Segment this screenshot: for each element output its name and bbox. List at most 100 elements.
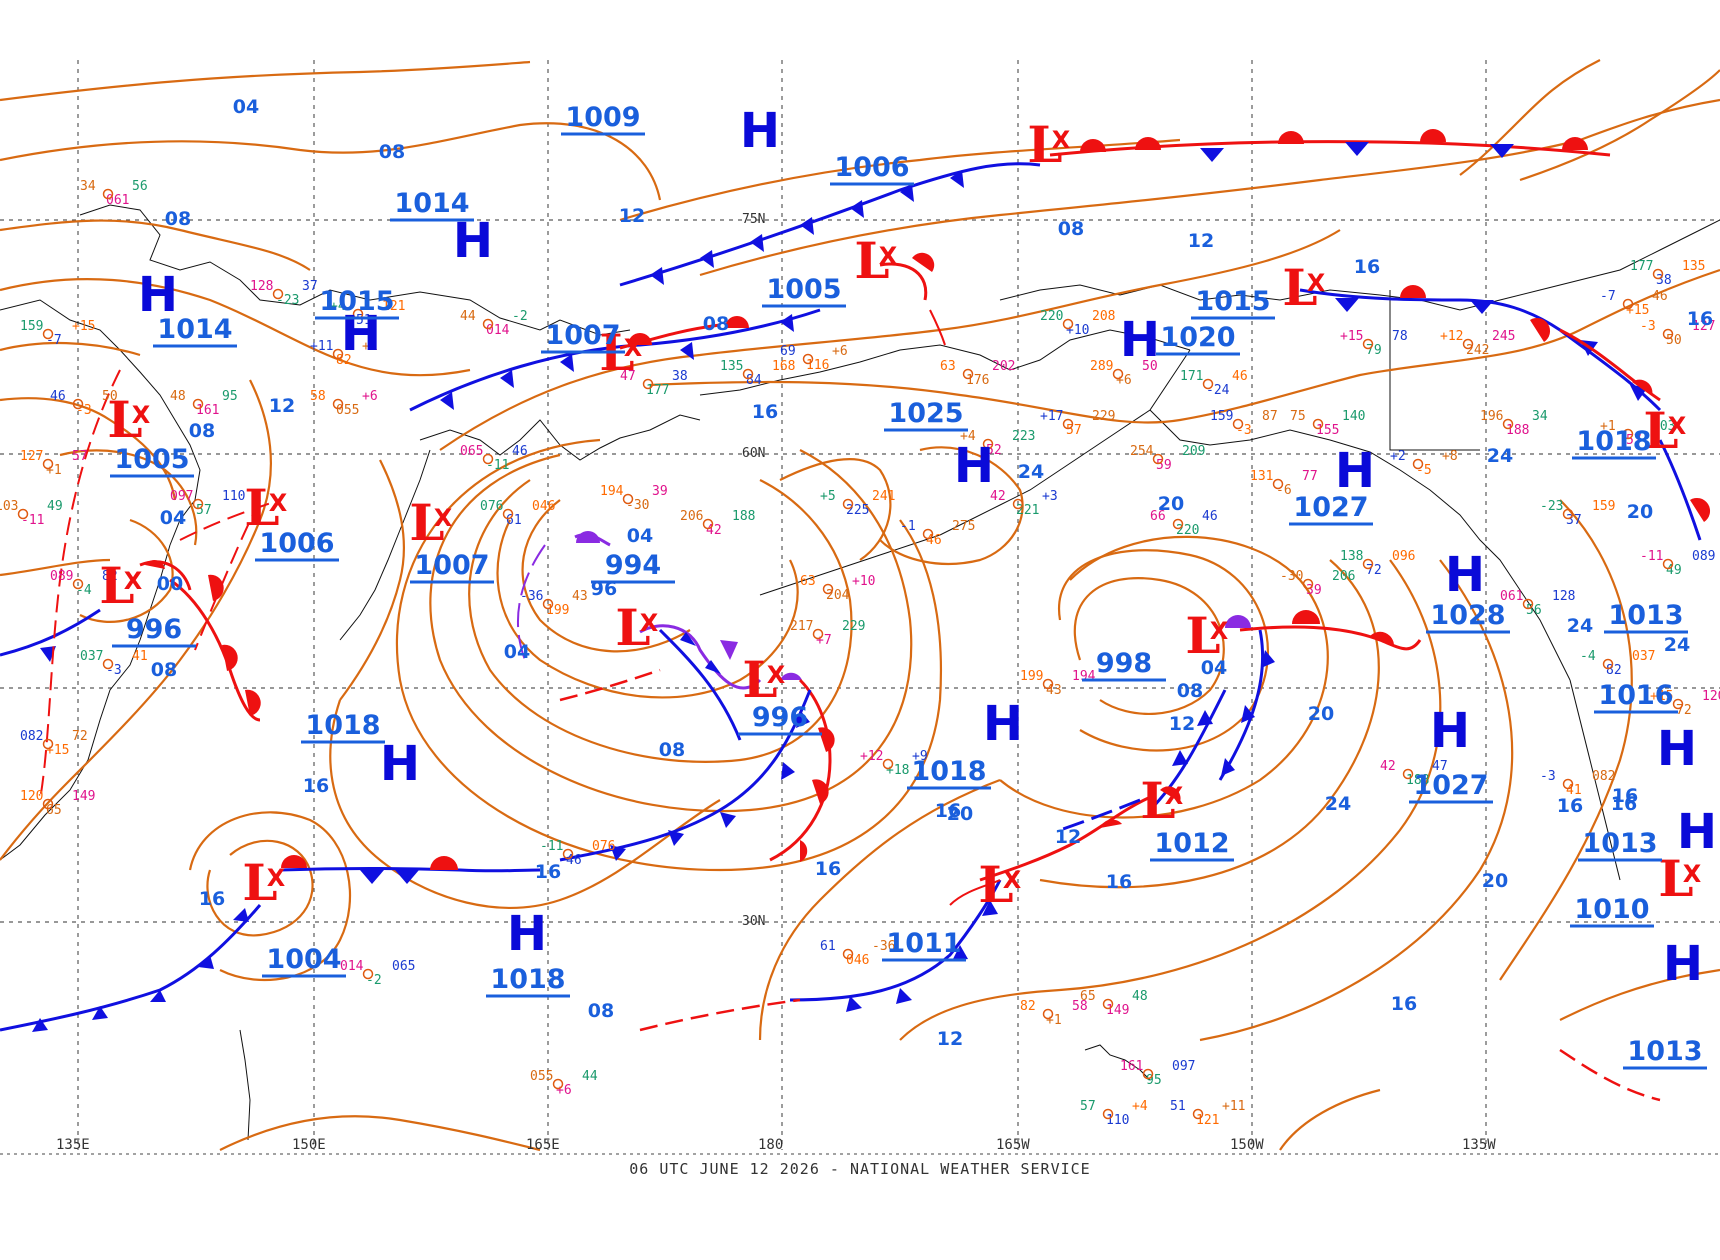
station-reading: 120 <box>1702 689 1720 704</box>
station-marker <box>702 518 714 530</box>
central-pressure-label: 1012 <box>1154 828 1229 859</box>
central-pressure-label: 1007 <box>545 320 620 351</box>
station-marker <box>1562 778 1574 790</box>
station-reading: 44 <box>582 1069 598 1084</box>
station-marker <box>502 508 514 520</box>
low-center-marker: X <box>879 242 898 270</box>
station-marker <box>42 738 54 750</box>
isobar-label: 16 <box>1611 793 1637 815</box>
low-center-marker: X <box>1683 860 1702 888</box>
central-pressure-label: 1013 <box>1608 600 1683 631</box>
station-reading: -4 <box>1580 649 1596 664</box>
low-pressure-center: L <box>242 853 277 912</box>
station-reading: 155 <box>1316 423 1339 438</box>
station-reading: 42 <box>706 523 722 538</box>
station-reading: +10 <box>1066 323 1089 338</box>
station-reading: 44 <box>460 309 476 324</box>
station-reading: 097 <box>170 489 193 504</box>
low-center-marker: X <box>1052 126 1071 154</box>
station-marker <box>42 798 54 810</box>
high-pressure-center: H <box>453 213 493 269</box>
central-pressure-label: 1005 <box>114 444 189 475</box>
station-reading: 159 <box>20 319 43 334</box>
lat-label: 30N <box>742 914 765 929</box>
station-reading: 46 <box>50 389 66 404</box>
station-reading: +4 <box>960 429 976 444</box>
station-reading: 138 <box>1340 549 1363 564</box>
station-reading: 46 <box>1202 509 1218 524</box>
station-reading: 39 <box>652 484 668 499</box>
isobar-label: 16 <box>1106 871 1132 893</box>
station-reading: 50 <box>1142 359 1158 374</box>
central-pressure-label: 1014 <box>394 188 469 219</box>
station-reading: 082 <box>1592 769 1615 784</box>
lon-label: 135E <box>56 1137 90 1153</box>
station-reading: 188 <box>1506 423 1529 438</box>
isobar-label: 24 <box>1487 445 1513 467</box>
station-reading: 055 <box>530 1069 553 1084</box>
station-reading: 241 <box>872 489 895 504</box>
station-reading: 38 <box>672 369 688 384</box>
isobar-label: 08 <box>588 1000 614 1022</box>
station-marker <box>562 848 574 860</box>
station-reading: 120 <box>20 789 43 804</box>
isobar-label: 08 <box>1058 218 1084 240</box>
lon-label: 180 <box>758 1137 783 1153</box>
station-marker <box>42 328 54 340</box>
station-marker <box>1142 1068 1154 1080</box>
station-reading: +9 <box>912 749 928 764</box>
station-reading: 202 <box>992 359 1015 374</box>
central-pressure-label: 1015 <box>1195 286 1270 317</box>
station-reading: -3 <box>1236 423 1252 438</box>
station-reading: 159 <box>1210 409 1233 424</box>
isobar-label: 08 <box>165 208 191 230</box>
station-reading: 46 <box>566 853 582 868</box>
low-center-marker: X <box>267 864 286 892</box>
station-marker <box>1012 498 1024 510</box>
station-reading: -7 <box>1600 289 1616 304</box>
station-reading: 116 <box>806 358 829 373</box>
station-reading: 161 <box>196 403 219 418</box>
station-reading: 097 <box>1172 1059 1195 1074</box>
low-pressure-center: L <box>742 650 777 709</box>
station-marker <box>962 368 974 380</box>
low-center-marker: X <box>1165 782 1184 810</box>
central-pressure-label: 1005 <box>766 274 841 305</box>
station-reading: +15 <box>72 319 95 334</box>
station-reading: 49 <box>1666 563 1682 578</box>
station-reading: 127 <box>20 449 43 464</box>
station-marker <box>1042 678 1054 690</box>
station-reading: -7 <box>46 333 62 348</box>
station-reading: 161 <box>1120 1059 1143 1074</box>
station-marker <box>1622 428 1634 440</box>
low-pressure-center: L <box>1282 258 1317 317</box>
station-reading: +2 <box>1390 449 1406 464</box>
station-marker <box>1232 418 1244 430</box>
isobar-label: 12 <box>269 395 295 417</box>
station-reading: 135 <box>720 359 743 374</box>
station-reading: -2 <box>512 309 528 324</box>
station-reading: 199 <box>546 603 569 618</box>
station-reading: +1 <box>1600 419 1616 434</box>
station-marker <box>1362 558 1374 570</box>
station-marker <box>1522 598 1534 610</box>
station-reading: 127 <box>1692 319 1715 334</box>
high-pressure-center: H <box>380 736 420 792</box>
station-reading: +6 <box>362 389 378 404</box>
central-pressure-label: 1006 <box>834 152 909 183</box>
station-reading: +11 <box>310 339 333 354</box>
high-pressure-center: H <box>740 103 780 159</box>
low-pressure-center: L <box>978 855 1013 914</box>
station-marker <box>1672 698 1684 710</box>
high-pressure-center: H <box>341 306 381 362</box>
station-reading: 135 <box>1682 259 1705 274</box>
station-reading: 089 <box>50 569 73 584</box>
station-reading: 38 <box>1656 273 1672 288</box>
station-reading: 159 <box>1592 499 1615 514</box>
isobar-label: 20 <box>947 803 973 825</box>
isobar-label: 16 <box>1391 993 1417 1015</box>
station-marker <box>102 188 114 200</box>
station-reading: -30 <box>626 498 649 513</box>
